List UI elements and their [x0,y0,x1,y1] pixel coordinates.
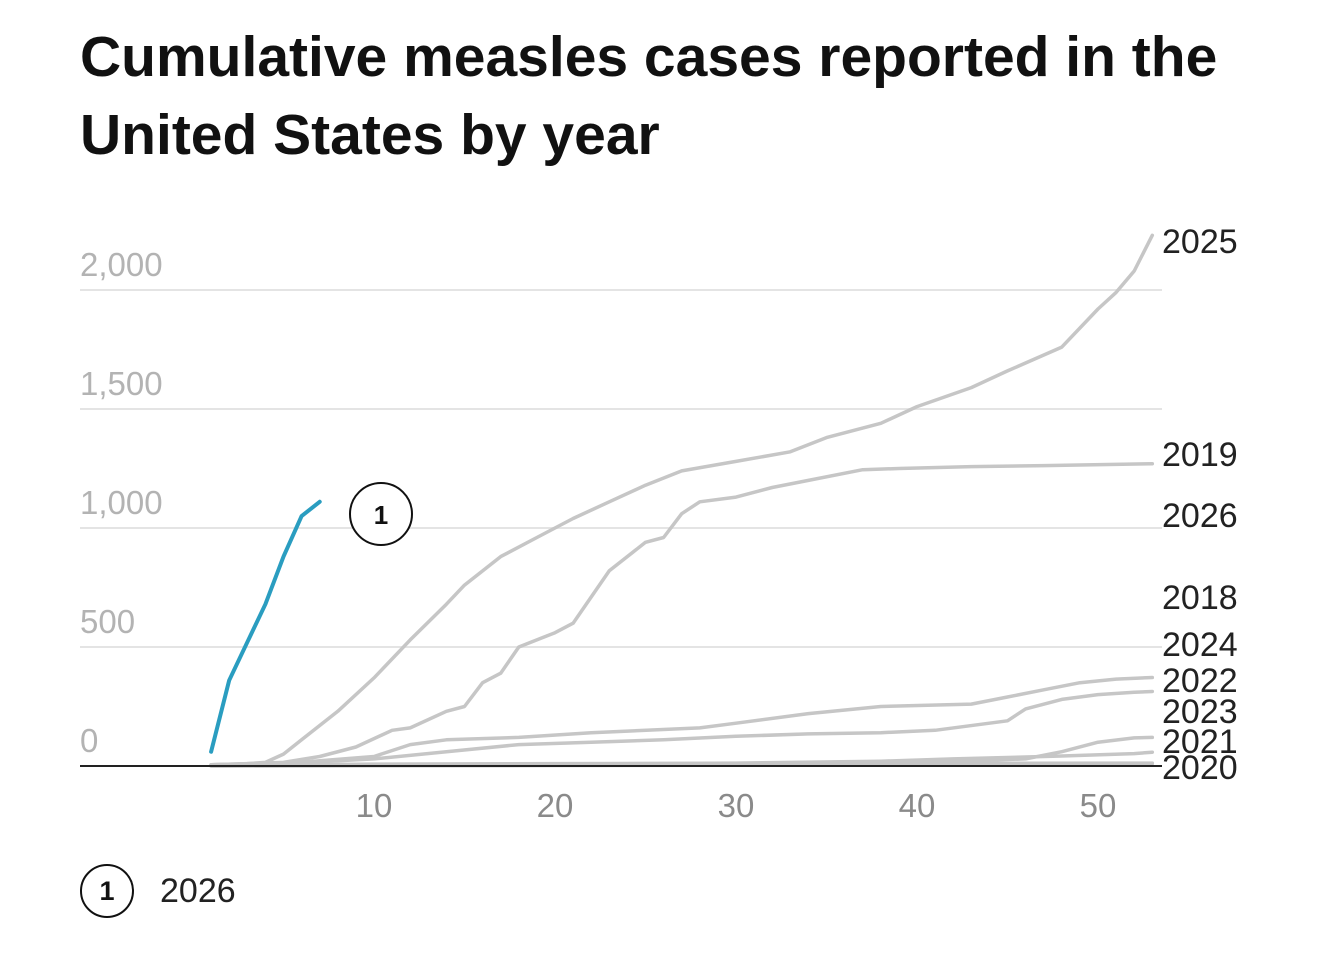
legend: 1 2026 [80,862,236,920]
year-label-2025: 2025 [1162,223,1238,261]
year-label-2018: 2018 [1162,579,1238,617]
y-axis-ticks: 0 500 1,000 1,500 2,000 [80,246,163,759]
legend-label: 2026 [160,871,236,910]
year-label-2024: 2024 [1162,626,1238,664]
annotation-number: 1 [374,500,388,530]
series-line-2019 [209,461,1155,767]
year-label-2020: 2020 [1162,749,1238,787]
year-label-2021: 2021 [1162,723,1238,761]
y-tick-label-1500: 1,500 [80,365,163,402]
y-tick-label-500: 500 [80,603,135,640]
series-line-2025 [209,233,1155,767]
series-line-2026 [209,499,322,754]
y-tick-label-0: 0 [80,722,98,759]
annotation-marker-2026: 1 [349,482,413,546]
year-label-2023: 2023 [1162,693,1238,731]
year-label-2026: 2026 [1162,497,1238,535]
x-tick-label-10: 10 [356,787,393,824]
chart-svg: 0 500 1,000 1,500 2,000 10 20 30 40 50 2025 2019… [80,223,1238,824]
annotation-circle [349,482,413,546]
y-tick-label-2000: 2,000 [80,246,163,283]
x-axis-ticks: 10 20 30 40 50 [356,787,1117,824]
x-tick-label-20: 20 [537,787,574,824]
legend-marker: 1 [80,864,134,918]
series-line-2020 [209,761,1155,768]
year-label-2019: 2019 [1162,436,1238,474]
x-tick-label-40: 40 [899,787,936,824]
y-tick-label-1000: 1,000 [80,484,163,521]
series-layer [209,233,1155,768]
chart-title: Cumulative measles cases reported in the… [80,25,1218,167]
series-line-2018 [209,675,1155,767]
series-line-2024 [209,689,1155,767]
x-tick-label-50: 50 [1080,787,1117,824]
year-labels: 2025 2019 2026 2018 2024 2022 2023 2021 … [1162,223,1238,787]
year-label-2022: 2022 [1162,662,1238,700]
x-tick-label-30: 30 [718,787,755,824]
grid-layer [80,289,1162,648]
